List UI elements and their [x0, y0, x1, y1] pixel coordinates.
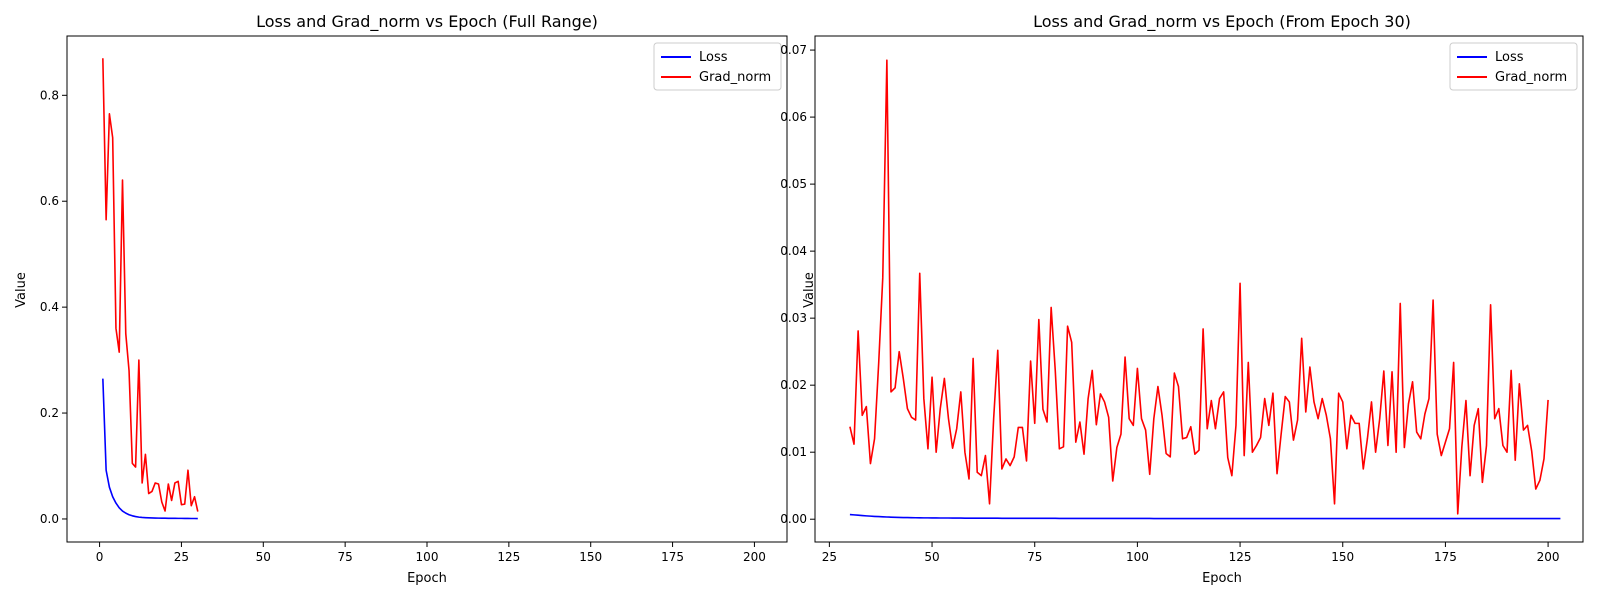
series-lines	[849, 59, 1561, 520]
y-tick-label: 0.01	[780, 445, 807, 459]
y-axis-label: Value	[802, 272, 817, 308]
x-tick-label: 75	[338, 550, 353, 564]
chart-title: Loss and Grad_norm vs Epoch (From Epoch …	[1033, 12, 1411, 32]
legend-label-grad-norm: Grad_norm	[699, 70, 771, 85]
y-axis-label: Value	[14, 272, 29, 308]
chart-from-epoch-30: Loss and Grad_norm vs Epoch (From Epoch …	[780, 12, 1584, 586]
x-tick-label: 25	[174, 550, 189, 564]
series-line-loss	[849, 513, 1561, 520]
x-axis-label: Epoch	[407, 571, 447, 586]
x-tick-label: 50	[924, 550, 939, 564]
x-tick-label: 150	[579, 550, 602, 564]
series-line-grad-norm	[102, 58, 199, 512]
x-tick-label: 75	[1027, 550, 1042, 564]
x-tick-label: 125	[1229, 550, 1252, 564]
legend: Loss Grad_norm	[1449, 42, 1578, 91]
y-tick-label: 0.4	[40, 300, 59, 314]
x-tick-label: 100	[416, 550, 439, 564]
legend-box	[653, 42, 782, 91]
series-line-loss	[102, 378, 198, 520]
legend-box	[1449, 42, 1578, 91]
chart-title: Loss and Grad_norm vs Epoch (Full Range)	[256, 12, 598, 32]
chart-full-range: Loss and Grad_norm vs Epoch (Full Range)…	[14, 12, 788, 586]
y-tick-label: 0.6	[40, 194, 59, 208]
x-tick-label: 200	[743, 550, 766, 564]
axes-frame	[66, 35, 788, 543]
y-tick-label: 0.07	[780, 43, 807, 57]
x-ticks: 0 25 50 75 100 125 150 175 200	[96, 542, 766, 564]
series-line-grad-norm	[849, 59, 1549, 515]
axes-frame	[814, 35, 1584, 543]
y-tick-label: 0.0	[40, 512, 59, 526]
x-tick-label: 100	[1126, 550, 1149, 564]
y-tick-label: 0.02	[780, 378, 807, 392]
series-lines	[102, 58, 199, 520]
x-axis-label: Epoch	[1202, 571, 1242, 586]
y-tick-label: 0.05	[780, 177, 807, 191]
x-tick-label: 200	[1537, 550, 1560, 564]
y-tick-label: 0.8	[40, 88, 59, 102]
y-tick-label: 0.06	[780, 110, 807, 124]
legend-label-grad-norm: Grad_norm	[1495, 70, 1567, 85]
legend-label-loss: Loss	[699, 50, 728, 65]
x-tick-label: 175	[1434, 550, 1457, 564]
y-ticks: 0.00 0.01 0.02 0.03 0.04 0.05 0.06 0.07	[780, 43, 815, 526]
y-tick-label: 0.04	[780, 244, 807, 258]
y-tick-label: 0.03	[780, 311, 807, 325]
x-tick-label: 150	[1331, 550, 1354, 564]
legend: Loss Grad_norm	[653, 42, 782, 91]
x-tick-label: 50	[256, 550, 271, 564]
y-tick-label: 0.2	[40, 406, 59, 420]
x-tick-label: 125	[497, 550, 520, 564]
legend-label-loss: Loss	[1495, 50, 1524, 65]
x-tick-label: 25	[822, 550, 837, 564]
x-tick-label: 175	[661, 550, 684, 564]
y-tick-label: 0.00	[780, 512, 807, 526]
x-ticks: 25 50 75 100 125 150 175 200	[822, 542, 1560, 564]
x-tick-label: 0	[96, 550, 104, 564]
y-ticks: 0.0 0.2 0.4 0.6 0.8	[40, 88, 67, 526]
